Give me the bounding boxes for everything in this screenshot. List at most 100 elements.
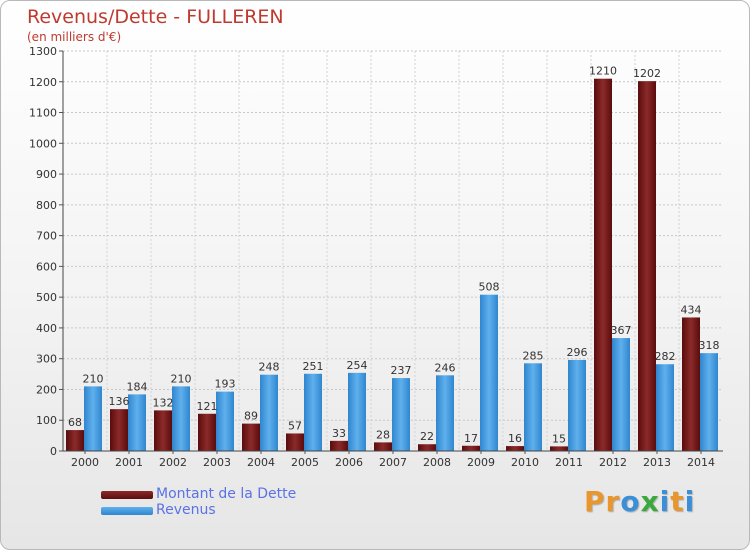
legend-label-dette: Montant de la Dette [156,486,297,502]
y-tick-label: 200 [36,383,57,396]
x-tick-label: 2013 [643,456,671,469]
data-label-revenus: 367 [611,324,632,337]
bar-dette [198,413,216,451]
x-tick-label: 2010 [511,456,539,469]
bar-dette [418,444,436,451]
bar-revenus [480,294,498,451]
data-label-dette: 15 [552,432,566,445]
y-tick-label: 0 [50,445,57,458]
logo-letter: P [584,485,606,518]
data-label-dette: 28 [376,428,390,441]
bar-dette [638,81,656,452]
x-tick-label: 2005 [291,456,319,469]
bar-dette [462,445,480,451]
axes: 0 100 200 300 400 500 600 700 800 900 1000 1100 1200… [29,45,723,469]
bar-revenus [436,375,454,451]
logo-letter: i [684,485,696,518]
data-label-revenus: 193 [215,378,236,391]
bar-revenus [656,364,674,451]
bar-revenus [304,373,322,451]
x-tick-label: 2007 [379,456,407,469]
logo-letter: i [659,485,671,518]
x-tick-label: 2006 [335,456,363,469]
legend-swatch-revenus [101,507,153,515]
data-label-revenus: 318 [699,339,720,352]
data-label-revenus: 508 [479,281,500,294]
data-label-revenus: 210 [171,372,192,385]
bar-revenus [216,391,234,451]
y-tick-label: 700 [36,230,57,243]
bar-dette [330,440,348,451]
bar-revenus [84,386,102,451]
x-tick-label: 2004 [247,456,275,469]
bar-dette [66,430,84,451]
logo-letter: o [620,485,641,518]
x-tick-label: 2003 [203,456,231,469]
bar-dette [550,446,568,451]
legend-swatch-dette [101,491,153,499]
bar-dette [110,409,128,451]
data-label-dette: 16 [508,432,522,445]
data-label-dette: 22 [420,430,434,443]
bar-revenus [260,374,278,451]
logo-letter: r [605,485,621,518]
data-label-revenus: 246 [435,361,456,374]
data-label-revenus: 285 [523,349,544,362]
y-tick-label: 1000 [29,137,57,150]
bar-revenus [700,353,718,451]
bar-revenus [392,378,410,451]
data-labels: 68 210 136 184 132 210 121 193 89 248 57 251 33 254 28… [68,65,720,446]
data-label-dette: 121 [197,400,218,413]
data-label-revenus: 248 [259,361,280,374]
data-label-dette: 68 [68,416,82,429]
bar-dette [374,442,392,451]
bar-dette [682,317,700,451]
data-label-revenus: 282 [655,350,676,363]
y-tick-label: 400 [36,322,57,335]
bars [66,78,718,452]
y-tick-label: 800 [36,199,57,212]
data-label-dette: 1210 [589,65,617,78]
x-tick-label: 2001 [115,456,143,469]
proxiti-logo: Proxiti [584,485,695,518]
x-tick-label: 2014 [687,456,715,469]
bar-revenus [128,394,146,451]
data-label-revenus: 296 [567,346,588,359]
bar-dette [242,423,260,451]
legend-label-revenus: Revenus [156,502,216,518]
chart-title: Revenus/Dette - FULLEREN [27,6,284,28]
data-label-dette: 89 [244,410,258,423]
y-tick-label: 1200 [29,76,57,89]
x-tick-label: 2009 [467,456,495,469]
data-label-revenus: 210 [83,372,104,385]
bar-revenus [612,338,630,451]
bar-revenus [172,386,190,451]
data-label-dette: 1202 [633,67,661,80]
bar-dette [506,446,524,451]
data-label-dette: 132 [153,396,174,409]
gridlines [63,50,723,452]
y-tick-label: 1300 [29,45,57,58]
x-tick-label: 2011 [555,456,583,469]
bar-dette [154,410,172,451]
data-label-dette: 136 [109,395,130,408]
bar-revenus [524,363,542,451]
data-label-dette: 434 [681,303,702,316]
y-tick-label: 100 [36,414,57,427]
chart-subtitle: (en milliers d'€) [27,30,122,44]
bar-revenus [568,359,586,451]
data-label-revenus: 251 [303,360,324,373]
x-tick-label: 2000 [71,456,99,469]
data-label-revenus: 184 [127,380,148,393]
data-label-dette: 57 [288,419,302,432]
x-tick-label: 2002 [159,456,187,469]
data-label-dette: 17 [464,432,478,445]
data-label-revenus: 254 [347,359,368,372]
bar-revenus [348,372,366,451]
x-tick-label: 2012 [599,456,627,469]
data-label-dette: 33 [332,427,346,440]
logo-letter: t [670,485,685,518]
y-tick-label: 900 [36,168,57,181]
